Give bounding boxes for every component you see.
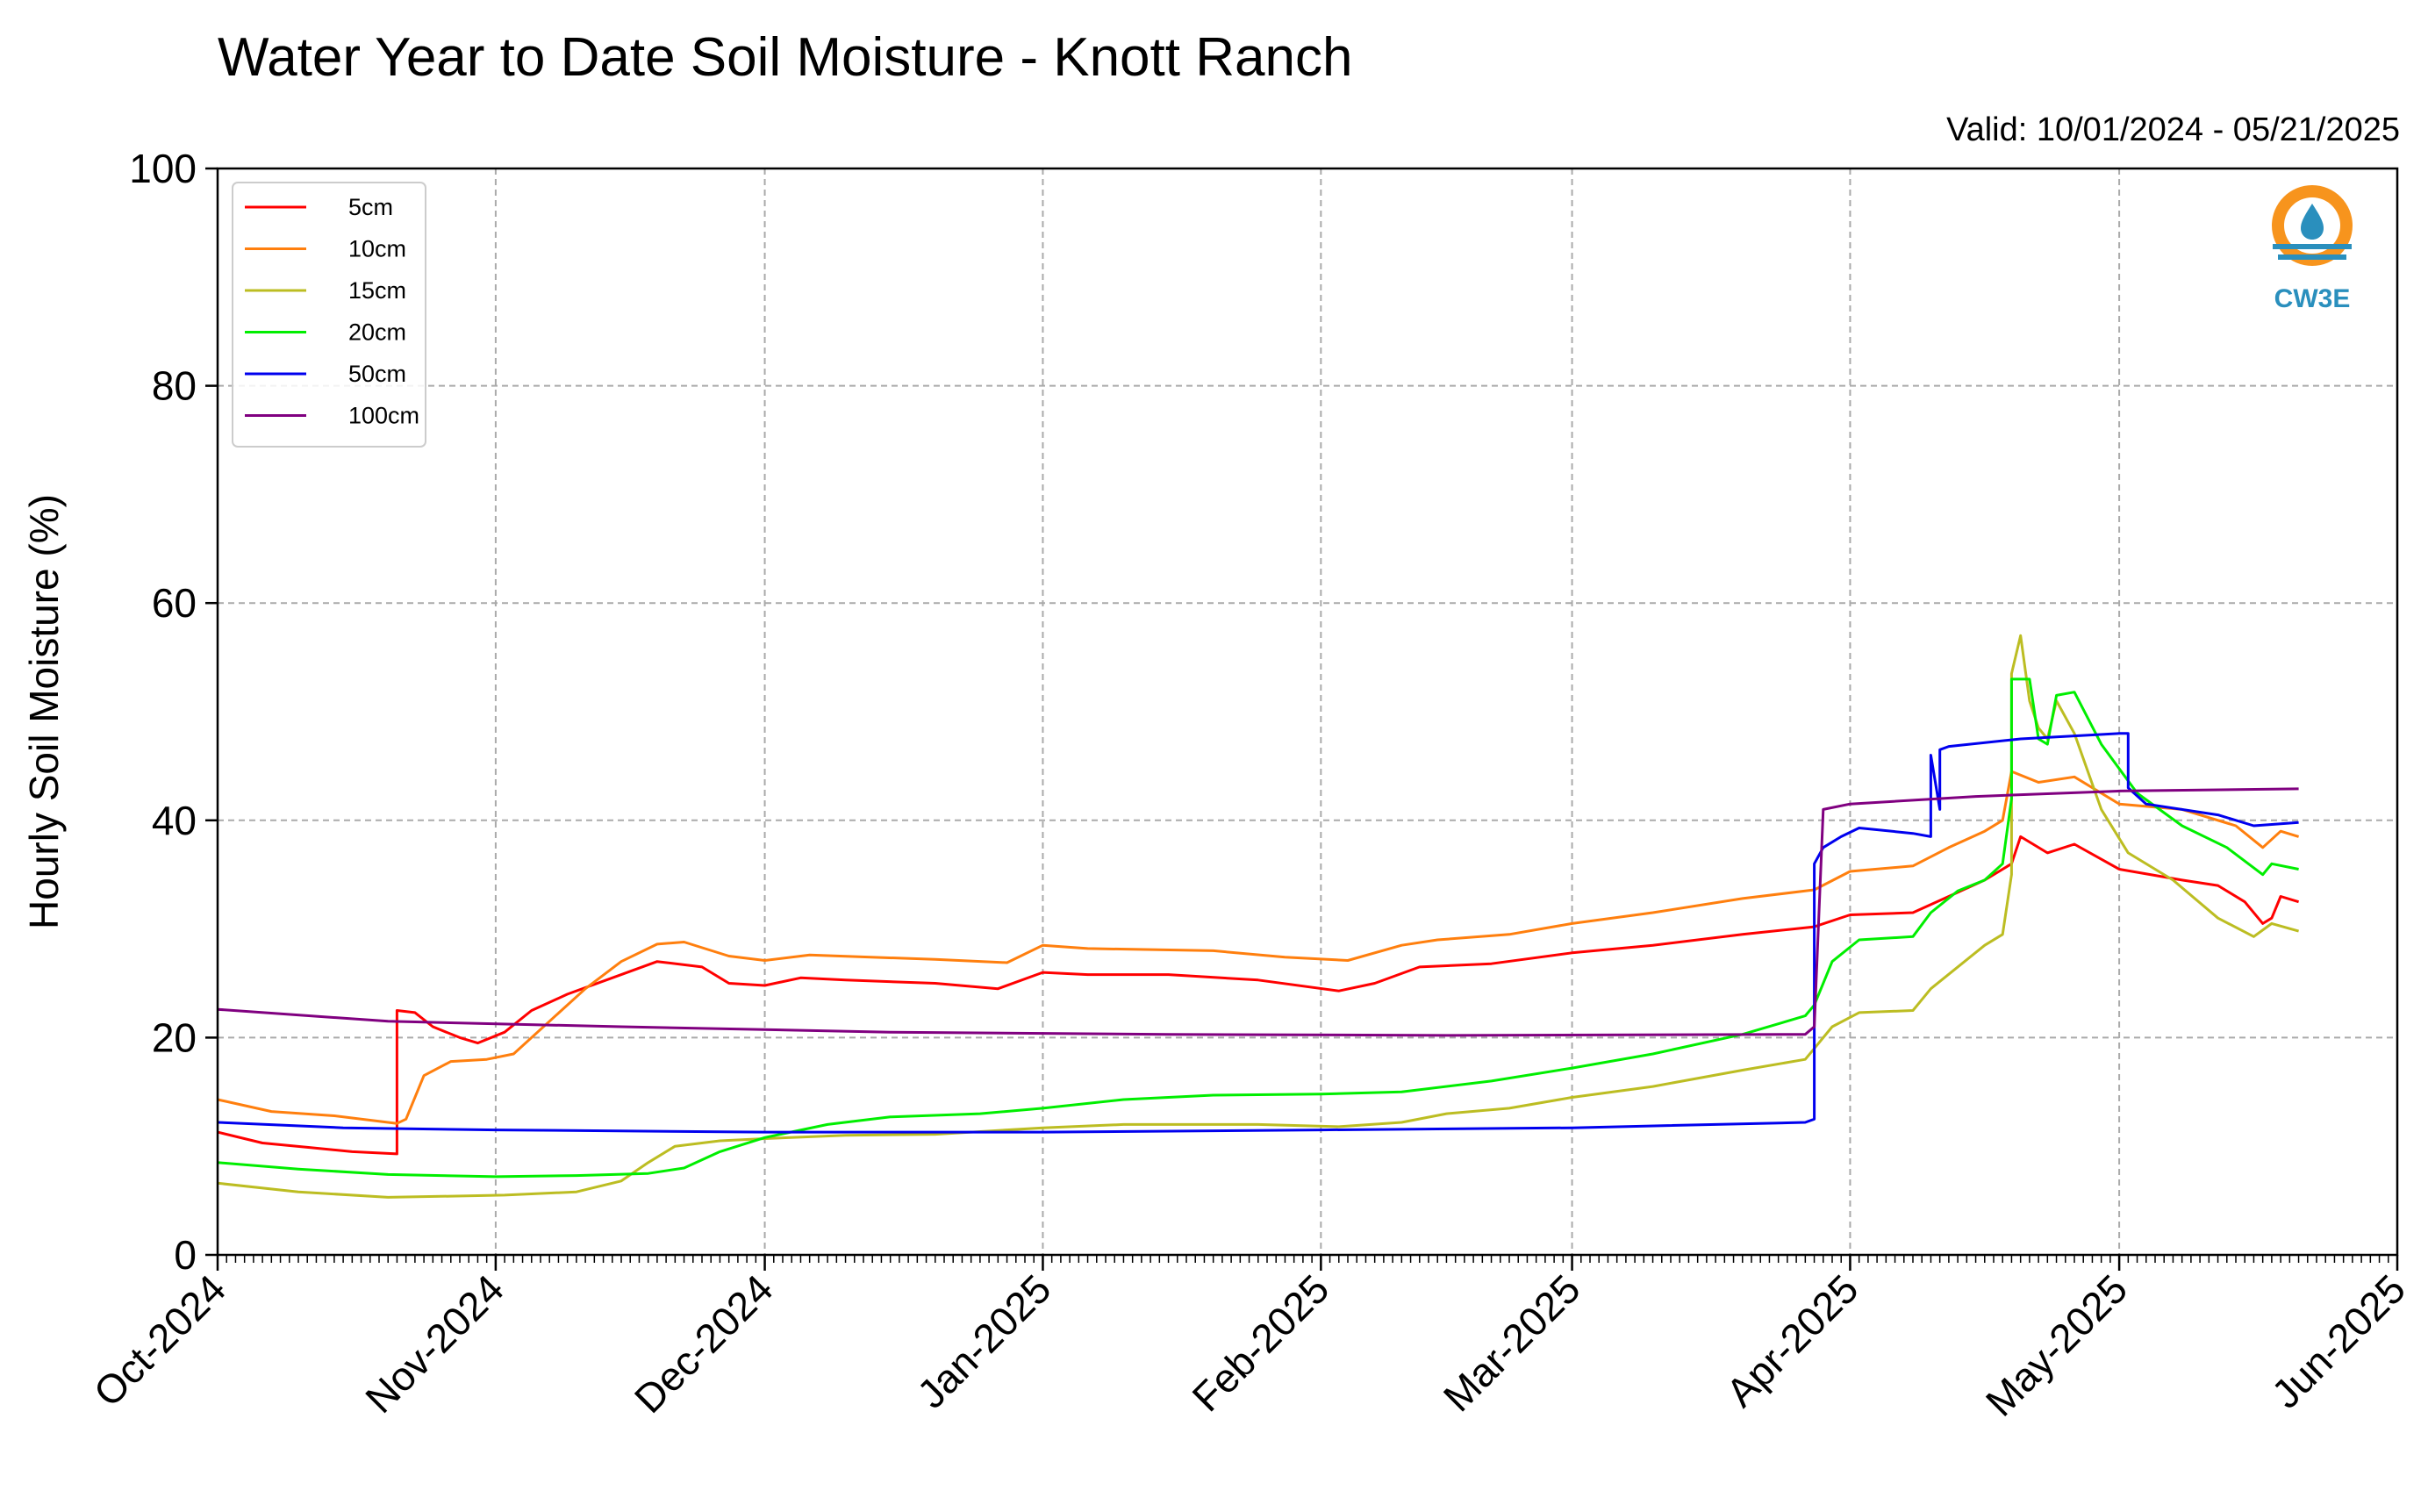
chart-title: Water Year to Date Soil Moisture - Knott… xyxy=(218,27,1352,88)
x-tick-label: Nov-2024 xyxy=(356,1265,512,1422)
x-tick-label: Dec-2024 xyxy=(626,1265,782,1422)
legend-label: 5cm xyxy=(348,194,393,220)
logo-text: CW3E xyxy=(2274,284,2351,313)
x-tick-label: Oct-2024 xyxy=(85,1265,235,1415)
x-tick-label: Mar-2025 xyxy=(1435,1265,1589,1420)
x-tick-label: Feb-2025 xyxy=(1183,1265,1337,1420)
legend: 5cm 10cm 15cm 20cm 50cm 100cm xyxy=(232,182,426,448)
grid xyxy=(218,168,2397,1255)
y-tick-label: 60 xyxy=(152,580,197,626)
y-tick-label: 0 xyxy=(174,1232,197,1278)
series-line-10cm xyxy=(217,770,2300,1125)
series-line-50cm xyxy=(217,732,2299,1134)
legend-label: 15cm xyxy=(348,277,406,304)
x-tick-label: Apr-2025 xyxy=(1717,1265,1867,1415)
series-line-5cm xyxy=(217,835,2300,1156)
y-tick-label: 80 xyxy=(152,363,197,409)
y-tick-label: 20 xyxy=(152,1014,197,1060)
series-line-100cm xyxy=(217,787,2299,1037)
y-axis-label: Hourly Soil Moisture (%) xyxy=(21,494,67,929)
axes: 0 20 40 60 80 100 Oct-2024 Nov-2024 Dec-2024 Jan-… xyxy=(85,146,2415,1425)
series-line-15cm xyxy=(217,634,2300,1199)
series-line-20cm xyxy=(217,677,2299,1179)
legend-label: 100cm xyxy=(348,403,419,429)
series-lines xyxy=(217,634,2300,1199)
logo-wave-icon xyxy=(2278,254,2346,260)
x-tick-label: Jan-2025 xyxy=(908,1265,1059,1416)
y-tick-label: 40 xyxy=(152,798,197,843)
logo-wave-icon xyxy=(2273,244,2352,249)
plot-frame xyxy=(216,167,2399,1257)
cw3e-logo: CW3E xyxy=(2272,185,2353,313)
legend-label: 50cm xyxy=(348,361,406,387)
chart-subtitle: Valid: 10/01/2024 - 05/21/2025 xyxy=(1946,111,2400,148)
y-tick-label: 100 xyxy=(129,146,197,191)
legend-label: 10cm xyxy=(348,236,406,262)
legend-label: 20cm xyxy=(348,319,406,346)
x-tick-label: May-2025 xyxy=(1977,1265,2136,1424)
x-tick-label: Jun-2025 xyxy=(2263,1265,2414,1416)
water-drop-logo-icon xyxy=(2301,204,2324,240)
